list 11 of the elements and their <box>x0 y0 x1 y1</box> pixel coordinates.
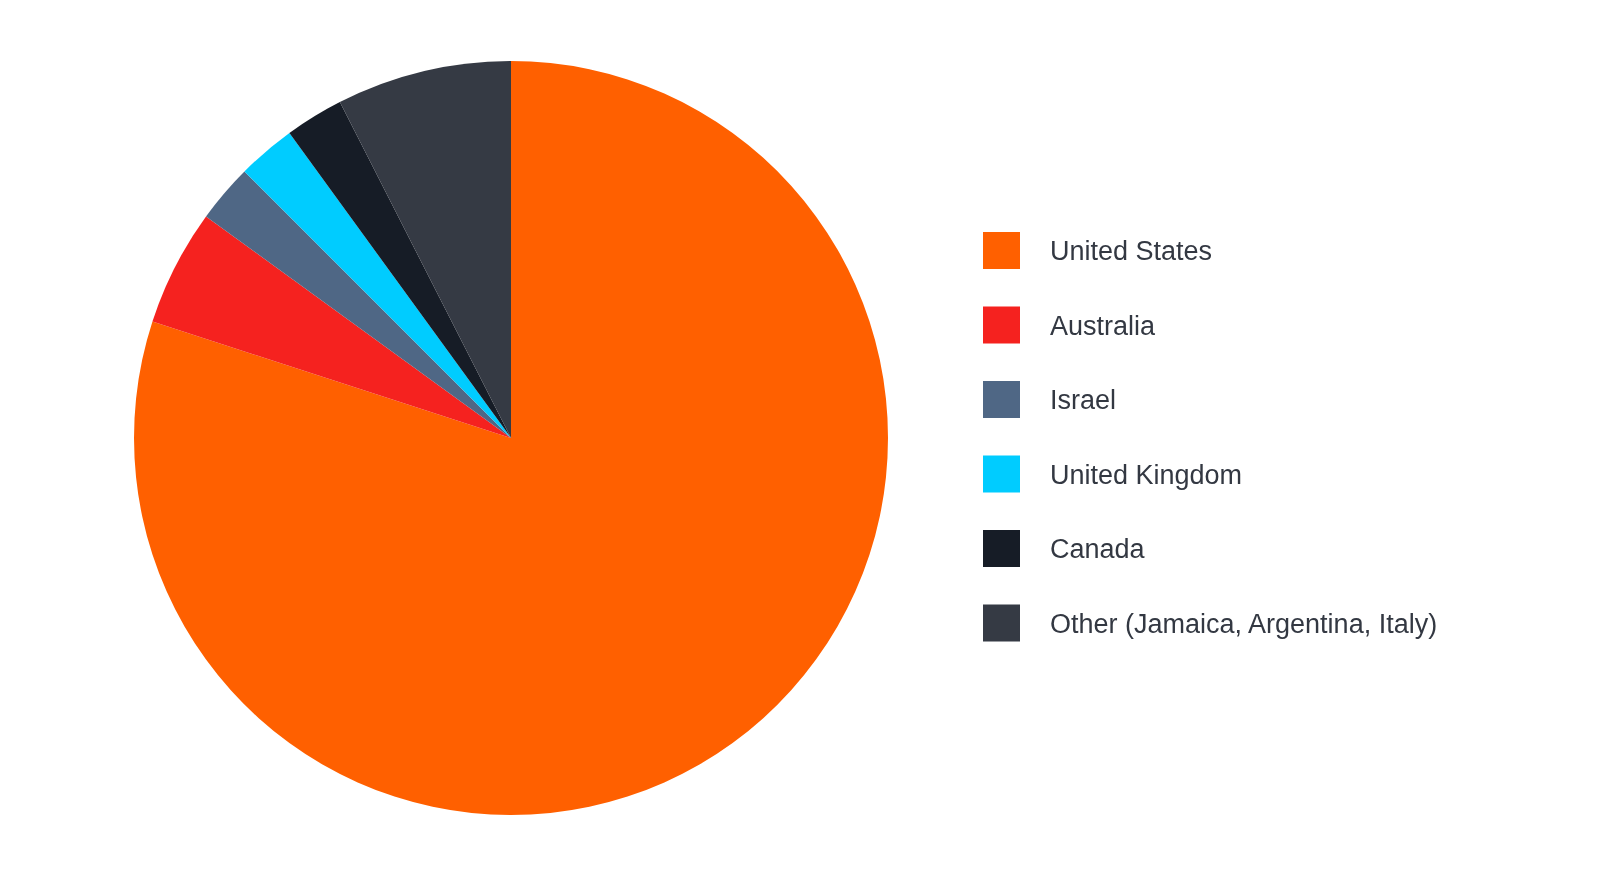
pie-slice <box>339 61 511 438</box>
pie-slice <box>152 216 511 438</box>
pie-slice <box>134 61 888 815</box>
legend-label: United States <box>1050 236 1213 266</box>
pie-slice <box>289 102 511 438</box>
legend-label: United Kingdom <box>1050 459 1243 490</box>
legend-label: Israel <box>1050 385 1117 415</box>
legend-label: Australia <box>1050 310 1157 341</box>
legend-label: Canada <box>1050 534 1146 564</box>
legend-label: Other (Jamaica, Argentina, Italy) <box>1050 608 1438 639</box>
pie-slice <box>206 171 511 438</box>
